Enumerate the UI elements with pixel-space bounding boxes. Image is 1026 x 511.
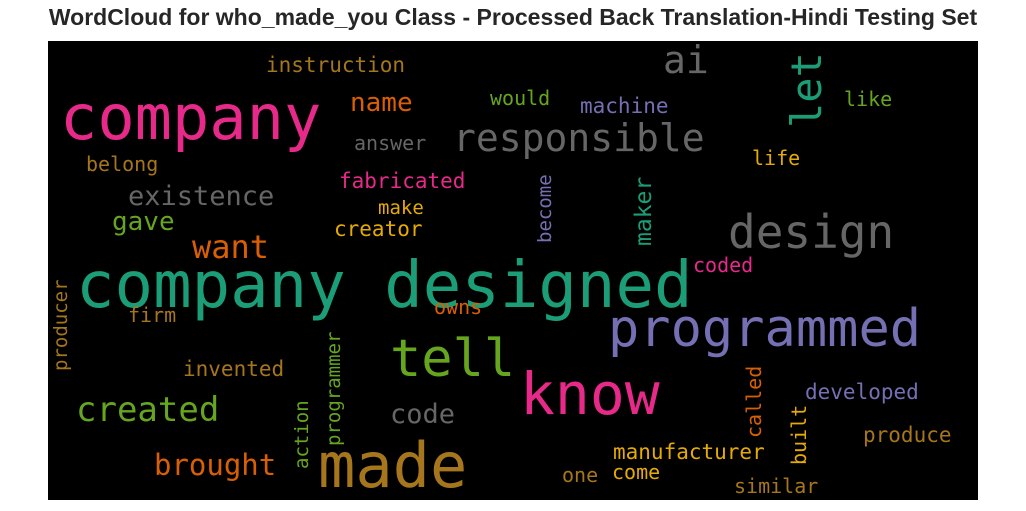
word-belong: belong — [86, 152, 159, 176]
word-let: let — [782, 52, 831, 128]
word-answer: answer — [354, 131, 427, 155]
word-instruction: instruction — [266, 53, 406, 77]
word-make: make — [378, 197, 424, 219]
word-action: action — [291, 400, 313, 469]
word-invented: invented — [183, 357, 285, 381]
word-machine: machine — [580, 94, 669, 118]
word-name: name — [350, 88, 413, 118]
word-programmed: programmed — [608, 299, 922, 359]
word-want: want — [192, 228, 270, 266]
word-built: built — [787, 404, 811, 465]
word-made: made — [318, 429, 468, 500]
word-company-designed: company designed — [76, 249, 693, 323]
word-cloud-canvas: company designed company made know programme… — [48, 41, 978, 500]
word-programmer: programmer — [323, 331, 345, 446]
word-company: company — [60, 81, 322, 154]
word-created: created — [76, 390, 220, 430]
word-like: like — [844, 87, 893, 111]
word-fabricated: fabricated — [339, 169, 466, 193]
word-owns: owns — [434, 295, 483, 319]
word-firm: firm — [128, 303, 177, 327]
word-coded: coded — [693, 253, 754, 277]
word-brought: brought — [154, 448, 277, 482]
word-responsible: responsible — [453, 116, 705, 160]
word-become: become — [534, 174, 556, 243]
word-producer: producer — [50, 279, 72, 371]
word-similar: similar — [734, 474, 819, 498]
word-maker: maker — [631, 176, 657, 246]
word-ai: ai — [663, 41, 709, 82]
word-tell: tell — [390, 329, 516, 389]
word-would: would — [490, 86, 551, 110]
word-one: one — [562, 463, 599, 487]
word-manufacturer: manufacturer — [613, 440, 765, 464]
word-code: code — [390, 399, 456, 430]
chart-title: WordCloud for who_made_you Class - Proce… — [48, 4, 978, 30]
word-gave: gave — [112, 207, 175, 237]
word-come: come — [612, 460, 661, 484]
word-know: know — [520, 360, 660, 428]
word-life: life — [752, 146, 801, 170]
word-creator: creator — [334, 217, 423, 241]
word-called: called — [742, 365, 766, 438]
word-design: design — [728, 205, 895, 259]
word-produce: produce — [863, 423, 952, 447]
word-existence: existence — [128, 181, 275, 212]
word-developed: developed — [805, 380, 919, 404]
